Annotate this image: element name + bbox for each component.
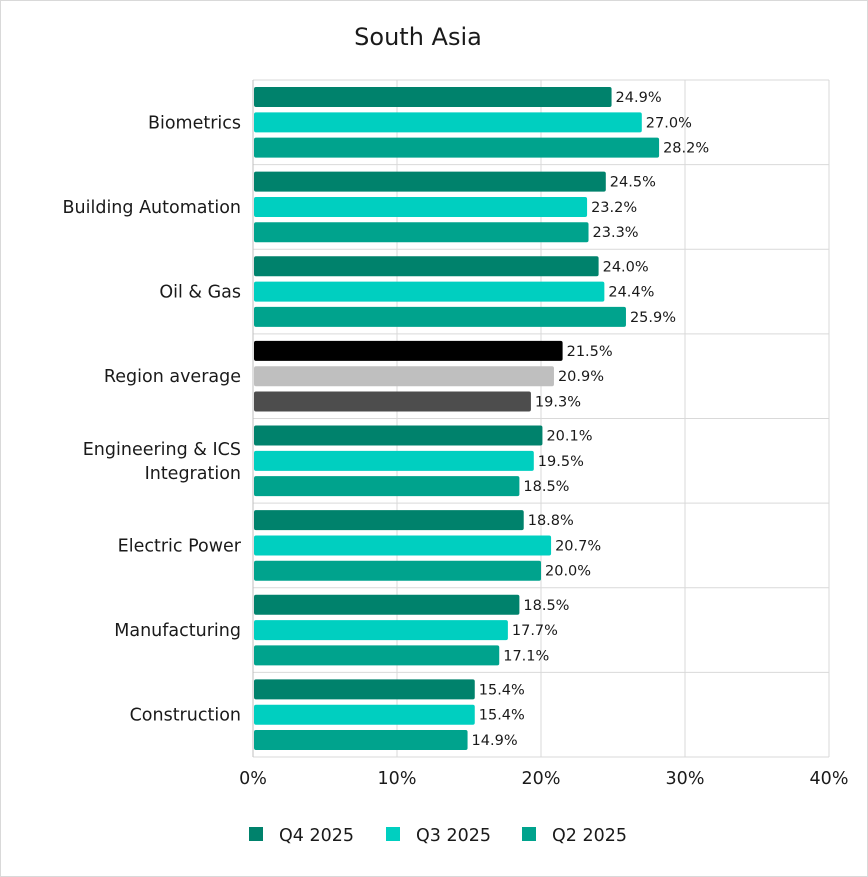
bar (254, 87, 612, 108)
bar (254, 171, 606, 192)
bar (254, 620, 508, 641)
chart-title: South Asia (354, 23, 482, 51)
x-tick-label: 40% (810, 769, 849, 789)
bar (254, 450, 534, 471)
bars (254, 87, 660, 750)
category-label: Engineering & ICS Integration (83, 440, 241, 484)
data-label: 14.9% (472, 733, 518, 749)
x-tick-label: 30% (666, 769, 705, 789)
bar (254, 425, 543, 446)
bar (254, 729, 468, 750)
data-label: 20.7% (555, 538, 601, 554)
category-label: Building Automation (63, 198, 241, 218)
bar (254, 196, 588, 217)
data-label: 24.4% (608, 285, 654, 301)
data-label: 20.0% (545, 564, 591, 580)
data-label: 25.9% (630, 310, 676, 326)
category-label: Electric Power (118, 536, 242, 556)
category-label: Manufacturing (114, 621, 241, 641)
data-label: 15.4% (479, 708, 525, 724)
category-label: Oil & Gas (159, 283, 241, 303)
data-label: 20.9% (558, 369, 604, 385)
data-label: 17.7% (512, 623, 558, 639)
legend-swatch (386, 827, 400, 841)
bar (254, 679, 475, 700)
data-label: 24.5% (610, 175, 656, 191)
legend-swatch (249, 827, 263, 841)
data-label: 17.1% (503, 648, 549, 664)
bar (254, 535, 552, 556)
data-label: 24.0% (603, 259, 649, 275)
data-label: 19.3% (535, 394, 581, 410)
x-axis-ticks: 0% 10% 20% 30% 40% (239, 769, 848, 789)
x-tick-label: 0% (239, 769, 267, 789)
bar (254, 281, 605, 302)
bar (254, 306, 626, 327)
data-label: 18.5% (523, 479, 569, 495)
bar (254, 476, 520, 497)
data-label: 21.5% (567, 344, 613, 360)
bar (254, 704, 475, 725)
data-label: 19.5% (538, 454, 584, 470)
data-label: 18.5% (523, 598, 569, 614)
data-label: 23.2% (591, 200, 637, 216)
data-label: 28.2% (663, 141, 709, 157)
data-label: 27.0% (646, 115, 692, 131)
category-label: Region average (104, 367, 241, 387)
bar (254, 391, 531, 412)
bar (254, 340, 563, 361)
bar (254, 222, 589, 243)
grid (252, 79, 830, 758)
data-label: 20.1% (546, 429, 592, 445)
bar (254, 645, 500, 666)
bar (254, 366, 554, 387)
category-label: Construction (130, 706, 241, 726)
category-label: Biometrics (148, 113, 241, 133)
legend-swatch (522, 827, 536, 841)
x-tick-label: 20% (522, 769, 561, 789)
bar (254, 560, 541, 581)
category-labels: Biometrics Building Automation Oil & Gas Re… (63, 113, 242, 725)
data-label: 23.3% (593, 225, 639, 241)
bar (254, 256, 599, 277)
bar (254, 112, 642, 133)
data-labels: 24.9% 27.0% 28.2% 24.5% 23.2% 23.3% 24.0% 24.4%… (472, 90, 710, 749)
data-label: 15.4% (479, 682, 525, 698)
x-tick-label: 10% (378, 769, 417, 789)
bar (254, 510, 524, 531)
legend: Q4 2025 Q3 2025 Q2 2025 (249, 826, 627, 846)
legend-label: Q4 2025 (279, 826, 354, 846)
bar (254, 137, 660, 158)
legend-label: Q2 2025 (552, 826, 627, 846)
data-label: 24.9% (616, 90, 662, 106)
bar (254, 594, 520, 615)
legend-label: Q3 2025 (416, 826, 491, 846)
data-label: 18.8% (528, 513, 574, 529)
